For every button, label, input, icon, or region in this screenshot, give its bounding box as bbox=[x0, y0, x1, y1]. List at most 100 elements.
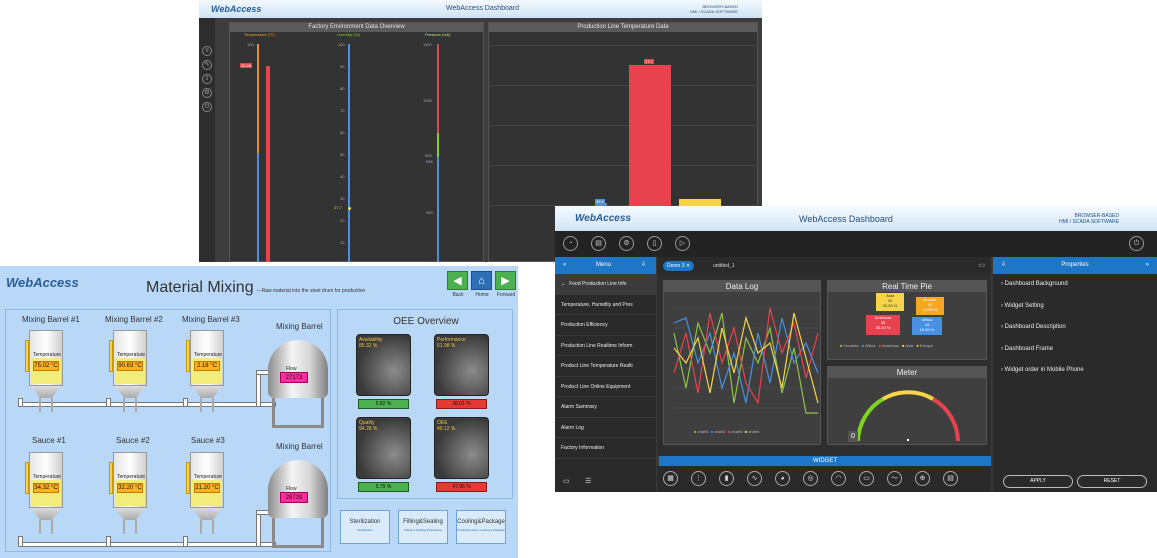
menu-item[interactable]: ⌄ Food Production Line Info bbox=[555, 274, 656, 295]
sauce-tank[interactable]: Temperature 34.32 °C bbox=[24, 448, 68, 534]
document-icon[interactable]: ▤ bbox=[943, 471, 958, 486]
list-icon[interactable]: ☰ bbox=[585, 478, 592, 485]
property-item[interactable]: › Dashboard Background bbox=[1001, 281, 1068, 287]
meter-icon[interactable]: ◠ bbox=[831, 471, 846, 486]
expand-icon[interactable]: » bbox=[1145, 262, 1149, 268]
gauge-name: Availability bbox=[359, 337, 383, 343]
sauce-tank[interactable]: Temperature 32.20 °C bbox=[108, 448, 152, 534]
temperature-label: Temperature bbox=[117, 474, 146, 480]
menu-item[interactable]: Alarm Log bbox=[555, 417, 656, 438]
flow-label: Flow bbox=[286, 486, 297, 492]
property-item[interactable]: › Dashboard Frame bbox=[1001, 345, 1054, 352]
menu-item[interactable]: Product Line Online Equipment bbox=[555, 376, 656, 397]
map-icon[interactable]: ⊕ bbox=[915, 471, 930, 486]
mobile-icon[interactable]: ▯ bbox=[647, 236, 662, 251]
apply-button[interactable]: APPLY bbox=[1003, 475, 1073, 488]
temperature-value: 32.20 °C bbox=[117, 483, 143, 493]
slice-name: Europe bbox=[923, 297, 937, 302]
nav-label: Home bbox=[475, 292, 489, 298]
menu-item[interactable]: Alarm Summary bbox=[555, 397, 656, 418]
sterilization-button[interactable]: Sterilization Sterilization bbox=[340, 510, 390, 544]
slice-value: 35 bbox=[880, 320, 886, 325]
back-button[interactable]: ◀ Back bbox=[447, 271, 469, 305]
page-title-text: Material Mixing bbox=[146, 279, 254, 296]
edit-icon[interactable]: ✎ bbox=[202, 60, 212, 70]
pie-chart-icon[interactable]: ◕ bbox=[775, 471, 790, 486]
mixing-barrel-tank[interactable]: Temperature 2.18 °C bbox=[185, 326, 229, 412]
gauge-pct: 61.98 % bbox=[437, 343, 456, 349]
temperature-bar bbox=[266, 66, 270, 262]
gauge-icon[interactable]: ◎ bbox=[803, 471, 818, 486]
save-icon[interactable]: ▤ bbox=[591, 236, 606, 251]
cooling-package-button[interactable]: Cooling&Package Production flow, Cooling … bbox=[456, 510, 506, 544]
reset-button[interactable]: RESET bbox=[1077, 475, 1147, 488]
property-item[interactable]: › Dashboard Description bbox=[1001, 324, 1066, 330]
export-icon[interactable]: ⇪ bbox=[202, 74, 212, 84]
flow-value: 27173 bbox=[280, 372, 308, 383]
legend-item: chart1 bbox=[697, 429, 709, 434]
play-icon[interactable]: ▷ bbox=[675, 236, 690, 251]
data-log-widget[interactable]: Data Log ■ chart1 ■ chart2 ■ chart3 ■ ch… bbox=[663, 280, 821, 445]
sauce-title: Sauce #3 bbox=[191, 436, 225, 445]
pin-icon[interactable]: ⇩ bbox=[641, 262, 647, 268]
webaccess-logo: WebAccess bbox=[575, 213, 631, 224]
home-button[interactable]: ⌂ Home bbox=[471, 271, 493, 305]
oee-gauge[interactable]: OEE 49.12 % 47.96 % bbox=[434, 417, 489, 495]
tab-label: Demo 3 bbox=[667, 263, 685, 269]
mixing-barrel-big-tank[interactable]: Flow 28739 bbox=[268, 450, 328, 550]
data-log-legend: ■ chart1 ■ chart2 ■ chart3 ■ chart4 bbox=[694, 429, 760, 434]
property-label: Widget order in Mobile Phone bbox=[1004, 367, 1084, 373]
close-icon[interactable]: ✕ bbox=[685, 263, 691, 269]
real-time-pie-widget[interactable]: Real Time Pie Asia 20 20.00 % Europe 15 15.0… bbox=[827, 280, 987, 360]
menu-item[interactable]: Factory Information bbox=[555, 438, 656, 459]
menu-item[interactable]: Production Line Realtime Inform bbox=[555, 335, 656, 356]
pie-slice-europe: Europe 15 15.00 % bbox=[916, 297, 944, 315]
forward-button[interactable]: ▶ Forward bbox=[495, 271, 517, 305]
top-toolbar: ◔ ▤ ⚙ ▯ ▷ ⏻ bbox=[555, 231, 1157, 257]
collapse-icon[interactable]: « bbox=[563, 262, 567, 268]
folder-icon[interactable]: ▭ bbox=[978, 262, 985, 269]
settings-icon[interactable]: ⚙ bbox=[619, 236, 634, 251]
table-widget-icon[interactable]: ▦ bbox=[663, 471, 678, 486]
power-icon[interactable]: ⏻ bbox=[1129, 236, 1144, 251]
quality-gauge[interactable]: Quality 94.28 % 5.79 % bbox=[356, 417, 411, 495]
tab-demo-3[interactable]: Demo 3 ✕ bbox=[663, 261, 695, 271]
level-gauge bbox=[25, 462, 29, 494]
sauce-tank[interactable]: Temperature 21.20 °C bbox=[185, 448, 229, 534]
gauge-label: Performance 61.98 % bbox=[437, 337, 466, 349]
dashboard-icon[interactable]: ◔ bbox=[563, 236, 578, 251]
settings-icon[interactable]: ⚙ bbox=[202, 88, 212, 98]
group-widget-icon[interactable]: ⋮ bbox=[691, 471, 706, 486]
line-chart-icon[interactable]: ∿ bbox=[747, 471, 762, 486]
tank-cone bbox=[115, 386, 145, 398]
availability-gauge[interactable]: Availability 85.32 % 5.82 % bbox=[356, 334, 411, 412]
mixing-barrel-big-tank[interactable]: Flow 27173 bbox=[268, 330, 328, 430]
chevron-down-icon: ⌄ bbox=[561, 281, 566, 287]
pipe bbox=[183, 398, 188, 407]
menu-item-label: Product Line Temperature Realti bbox=[561, 363, 633, 369]
property-item[interactable]: › Widget Setting bbox=[1001, 302, 1044, 309]
hum-tick: 40 bbox=[340, 174, 345, 179]
mixing-barrel-tank[interactable]: Temperature 75.02 °C bbox=[24, 326, 68, 412]
trend-icon[interactable]: 〜 bbox=[887, 471, 902, 486]
power-icon[interactable]: ⏻ bbox=[202, 102, 212, 112]
pin-icon[interactable]: ⇩ bbox=[1001, 262, 1007, 268]
monitor-icon[interactable]: ▭ bbox=[859, 471, 874, 486]
performance-gauge[interactable]: Performance 61.98 % 38.01 % bbox=[434, 334, 489, 412]
bar-chart-icon[interactable]: ▮ bbox=[719, 471, 734, 486]
series-chart3 bbox=[673, 307, 819, 405]
mixing-barrel-tank[interactable]: Temperature 90.63 °C bbox=[108, 326, 152, 412]
menu-icon[interactable]: ≡ bbox=[202, 46, 212, 56]
pres-tick: 1100 bbox=[423, 42, 432, 47]
tab-untitled[interactable]: untitled_1 bbox=[713, 263, 735, 269]
filling-sealing-button[interactable]: Filling&Sealing Filling & Sealing Process… bbox=[398, 510, 448, 544]
page-icon[interactable]: ▭ bbox=[563, 478, 570, 485]
property-item[interactable]: › Widget order in Mobile Phone bbox=[1001, 367, 1084, 373]
tank-legs bbox=[200, 520, 214, 534]
menu-item[interactable]: Production Efficiency bbox=[555, 315, 656, 336]
stage-label: Sterilization bbox=[349, 519, 381, 525]
menu-item[interactable]: Temperature, Humidity and Pres bbox=[555, 294, 656, 315]
dashboard-canvas: Data Log ■ chart1 ■ chart2 ■ chart3 ■ ch… bbox=[657, 274, 991, 456]
meter-widget[interactable]: Meter 0 bbox=[827, 366, 987, 445]
menu-item[interactable]: Product Line Temperature Realti bbox=[555, 356, 656, 377]
